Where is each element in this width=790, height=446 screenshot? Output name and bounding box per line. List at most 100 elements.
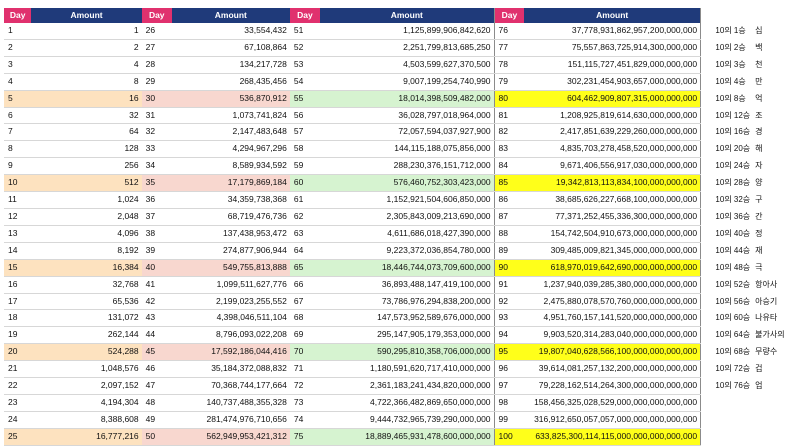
day-cell[interactable]: 77 (493, 39, 525, 57)
amount-cell[interactable]: 35,184,372,088,832 (171, 360, 290, 379)
amount-cell[interactable]: 151,115,727,451,829,000,000,000 (524, 56, 702, 74)
amount-header[interactable]: Amount (171, 8, 290, 23)
power-label-cell[interactable] (709, 394, 753, 411)
day-cell[interactable]: 20 (4, 343, 32, 362)
day-cell[interactable]: 14 (4, 242, 32, 260)
day-cell[interactable]: 1 (4, 23, 32, 40)
day-cell[interactable]: 35 (141, 174, 172, 193)
day-cell[interactable]: 98 (493, 394, 525, 412)
day-cell[interactable]: 40 (141, 259, 172, 277)
amount-cell[interactable]: 1,024 (31, 191, 142, 209)
unit-name-cell[interactable]: 만 (755, 76, 763, 86)
amount-cell[interactable]: 302,231,454,903,657,000,000,000 (524, 73, 702, 91)
day-cell[interactable]: 12 (4, 208, 32, 226)
amount-cell[interactable]: 618,970,019,642,690,000,000,000,000 (524, 259, 702, 277)
amount-cell[interactable]: 77,371,252,455,336,300,000,000,000 (524, 208, 702, 226)
amount-cell[interactable]: 39,614,081,257,132,200,000,000,000,000 (524, 360, 702, 379)
day-cell[interactable]: 25 (4, 428, 32, 446)
unit-name-cell[interactable]: 불가사의 (755, 330, 785, 340)
amount-cell[interactable]: 1,152,921,504,606,850,000 (320, 191, 495, 209)
power-label-cell[interactable]: 10의 48승 (709, 259, 754, 277)
day-cell[interactable]: 17 (4, 293, 32, 311)
amount-cell[interactable]: 34,359,738,368 (171, 191, 290, 209)
power-label-cell[interactable]: 10의 52승 (715, 279, 751, 289)
amount-cell[interactable]: 9,444,732,965,739,290,000,000 (320, 411, 495, 429)
day-cell[interactable]: 42 (141, 293, 172, 311)
amount-cell[interactable]: 4 (31, 56, 142, 74)
amount-cell[interactable]: 2,361,183,241,434,820,000,000 (320, 377, 495, 395)
amount-cell[interactable]: 36,028,797,018,964,000 (320, 107, 495, 125)
unit-name-cell[interactable]: 무량수 (753, 343, 790, 361)
amount-cell[interactable]: 75,557,863,725,914,300,000,000 (524, 39, 702, 57)
day-cell[interactable]: 28 (141, 56, 172, 74)
amount-cell[interactable]: 37,778,931,862,957,200,000,000 (524, 23, 702, 40)
day-cell[interactable]: 44 (141, 326, 172, 345)
power-label-cell[interactable] (709, 411, 753, 428)
amount-cell[interactable]: 2 (31, 39, 142, 57)
amount-cell[interactable]: 4,951,760,157,141,520,000,000,000,000 (524, 309, 702, 328)
unit-name-cell[interactable]: 조 (755, 110, 763, 120)
day-cell[interactable]: 33 (141, 140, 172, 159)
day-cell[interactable]: 38 (141, 225, 172, 243)
day-cell[interactable]: 66 (289, 276, 321, 294)
day-cell[interactable]: 89 (493, 242, 525, 260)
unit-name-cell[interactable]: 억 (753, 90, 790, 108)
day-cell[interactable]: 48 (141, 394, 172, 412)
amount-cell[interactable]: 1,099,511,627,776 (171, 276, 290, 294)
amount-cell[interactable]: 256 (31, 157, 142, 176)
amount-cell[interactable]: 17,592,186,044,416 (171, 343, 290, 362)
day-cell[interactable]: 85 (493, 174, 525, 193)
amount-cell[interactable]: 2,048 (31, 208, 142, 226)
day-cell[interactable]: 49 (141, 411, 172, 429)
day-cell[interactable]: 81 (493, 107, 525, 125)
day-cell[interactable]: 88 (493, 225, 525, 243)
amount-cell[interactable]: 4,503,599,627,370,500 (320, 56, 495, 74)
unit-name-cell[interactable]: 경 (755, 127, 763, 137)
amount-cell[interactable]: 549,755,813,888 (171, 259, 290, 277)
day-cell[interactable]: 9 (4, 157, 32, 176)
day-cell[interactable]: 56 (289, 107, 321, 125)
amount-cell[interactable]: 32 (31, 107, 142, 125)
unit-name-cell[interactable] (753, 428, 790, 446)
amount-cell[interactable]: 2,147,483,648 (171, 123, 290, 142)
power-label-cell[interactable]: 10의 20승 (715, 144, 751, 154)
day-cell[interactable]: 26 (141, 23, 172, 40)
unit-name-cell[interactable]: 업 (755, 381, 763, 391)
power-label-cell[interactable]: 10의 76승 (715, 381, 751, 391)
amount-cell[interactable]: 137,438,953,472 (171, 225, 290, 243)
amount-cell[interactable]: 8,796,093,022,208 (171, 326, 290, 345)
power-label-cell[interactable]: 10의 12승 (715, 110, 751, 120)
power-label-cell[interactable]: 10의 8승 (709, 90, 754, 108)
day-cell[interactable]: 99 (493, 411, 525, 429)
amount-cell[interactable]: 262,144 (31, 326, 142, 345)
day-cell[interactable]: 74 (289, 411, 321, 429)
day-cell[interactable]: 3 (4, 56, 32, 74)
amount-cell[interactable]: 590,295,810,358,706,000,000 (320, 343, 495, 362)
power-label-cell[interactable]: 10의 4승 (715, 76, 746, 86)
day-cell[interactable]: 92 (493, 293, 525, 311)
amount-cell[interactable]: 512 (31, 174, 142, 193)
day-cell[interactable]: 24 (4, 411, 32, 429)
day-cell[interactable]: 54 (289, 73, 321, 91)
day-cell[interactable]: 69 (289, 326, 321, 345)
day-cell[interactable]: 43 (141, 309, 172, 328)
power-label-cell[interactable]: 10의 3승 (715, 59, 746, 69)
amount-cell[interactable]: 524,288 (31, 343, 142, 362)
amount-cell[interactable]: 158,456,325,028,529,000,000,000,000,000 (524, 394, 702, 412)
amount-cell[interactable]: 274,877,906,944 (171, 242, 290, 260)
amount-cell[interactable]: 295,147,905,179,353,000,000 (320, 326, 495, 345)
day-cell[interactable]: 75 (289, 428, 321, 446)
day-cell[interactable]: 82 (493, 123, 525, 142)
unit-name-cell[interactable]: 극 (753, 259, 790, 277)
power-label-cell[interactable]: 10의 2승 (715, 42, 746, 52)
amount-cell[interactable]: 8 (31, 73, 142, 91)
day-cell[interactable]: 73 (289, 394, 321, 412)
day-cell[interactable]: 46 (141, 360, 172, 379)
amount-cell[interactable]: 536,870,912 (171, 90, 290, 108)
amount-cell[interactable]: 147,573,952,589,676,000,000 (320, 309, 495, 328)
day-cell[interactable]: 68 (289, 309, 321, 328)
day-cell[interactable]: 22 (4, 377, 32, 395)
day-header[interactable]: Day (493, 8, 525, 23)
amount-cell[interactable]: 79,228,162,514,264,300,000,000,000,000 (524, 377, 702, 395)
day-cell[interactable]: 61 (289, 191, 321, 209)
